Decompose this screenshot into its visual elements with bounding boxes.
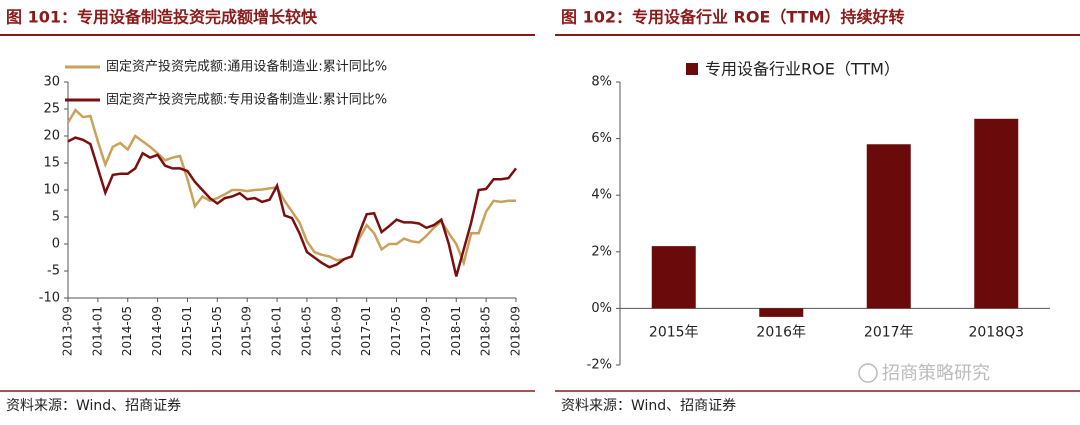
x-tick-label: 2018-01: [449, 306, 463, 356]
bar: [974, 118, 1019, 309]
x-tick-label: 2014-09: [150, 306, 164, 356]
x-tick-label: 2014-05: [120, 306, 134, 356]
x-tick-label: 2015年: [649, 324, 699, 340]
x-tick-label: 2016-01: [270, 306, 284, 356]
legend-swatch: [686, 63, 698, 75]
legend-label: 专用设备行业ROE（TTM）: [705, 60, 900, 79]
x-tick-label: 2018Q3: [968, 324, 1024, 340]
y-tick-label: 10: [43, 183, 60, 198]
y-tick-label: 8%: [591, 75, 612, 90]
y-tick-label: 6%: [591, 131, 612, 146]
y-tick-label: -10: [39, 291, 60, 306]
y-tick-label: 2%: [591, 244, 612, 259]
x-tick-label: 2015-01: [180, 306, 194, 356]
y-tick-label: -5: [47, 264, 60, 279]
source: 资料来源：Wind、招商证券: [561, 398, 736, 414]
series-line: [67, 136, 517, 277]
y-tick-label: 25: [43, 102, 60, 117]
y-tick-label: 5: [52, 210, 60, 225]
legend-label: 固定资产投资完成额:专用设备制造业:累计同比%: [106, 92, 387, 108]
y-tick-label: 4%: [591, 188, 612, 203]
y-tick-label: 0%: [591, 301, 612, 316]
x-tick-label: 2013-09: [61, 306, 75, 356]
x-tick-label: 2015-05: [210, 306, 224, 356]
x-tick-label: 2016-09: [329, 306, 343, 356]
x-tick-label: 2017-09: [419, 306, 433, 356]
x-tick-label: 2018-05: [479, 306, 493, 356]
watermark: 招商策略研究: [882, 363, 990, 384]
chart-title: 图 101：专用设备制造投资完成额增长较快: [6, 8, 318, 27]
x-tick-label: 2014-01: [90, 306, 104, 356]
y-tick-label: 20: [43, 129, 60, 144]
x-tick-label: 2016-05: [299, 306, 313, 356]
bar: [866, 144, 911, 309]
x-tick-label: 2017年: [864, 324, 914, 340]
x-tick-label: 2018-09: [509, 306, 523, 356]
chart-title: 图 102：专用设备行业 ROE（TTM）持续好转: [561, 8, 905, 27]
x-tick-label: 2015-09: [240, 306, 254, 356]
y-tick-label: -2%: [587, 358, 612, 373]
y-tick-label: 0: [52, 237, 60, 252]
bar: [759, 308, 804, 317]
x-tick-label: 2017-01: [359, 306, 373, 356]
y-tick-label: 30: [43, 75, 60, 90]
x-tick-label: 2017-05: [389, 306, 403, 356]
bar: [651, 246, 696, 309]
legend-label: 固定资产投资完成额:通用设备制造业:累计同比%: [106, 59, 387, 75]
x-tick-label: 2016年: [756, 324, 806, 340]
watermark-icon: [858, 363, 878, 383]
y-tick-label: 15: [43, 156, 60, 171]
source: 资料来源：Wind、招商证券: [6, 398, 181, 414]
